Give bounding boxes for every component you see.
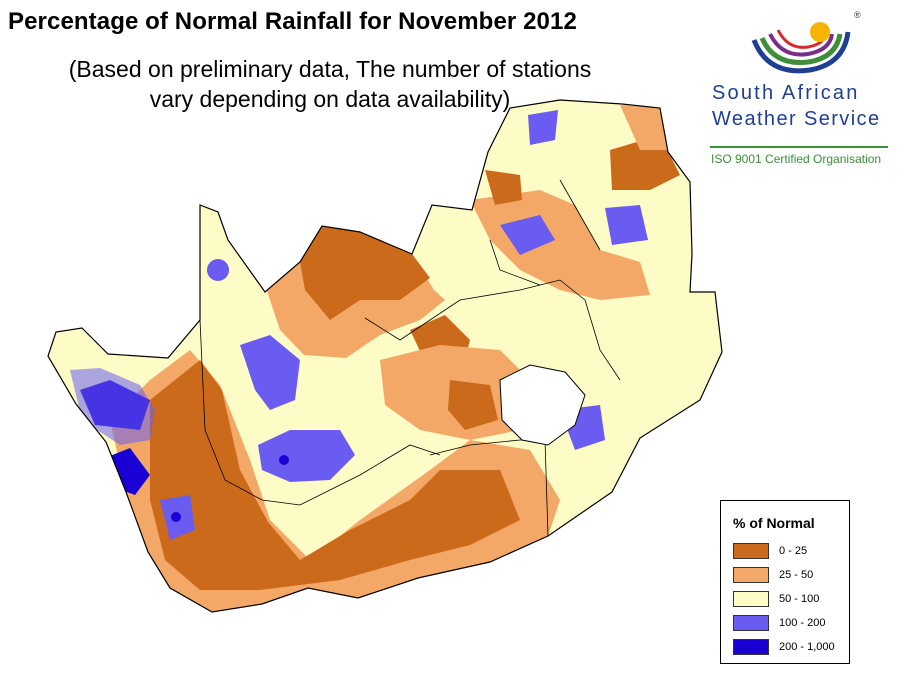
zone-0-25-limpopo-west	[485, 170, 522, 205]
legend-swatch	[733, 591, 769, 607]
saws-logo: ® South African Weather Service ISO 9001…	[708, 10, 890, 170]
zone-100-200-northern-cape	[240, 335, 300, 410]
zone-0-25-north-west	[300, 226, 430, 320]
legend-item-25-50: 25 - 50	[733, 567, 813, 583]
legend-item-200-1000: 200 - 1,000	[733, 639, 835, 655]
zone-100-200-north	[528, 110, 558, 145]
legend: % of Normal 0 - 25 25 - 50 50 - 100 100 …	[720, 500, 850, 664]
logo-tagline: ISO 9001 Certified Organisation	[711, 152, 882, 166]
map-title: Percentage of Normal Rainfall for Novemb…	[8, 8, 577, 35]
rainfall-zones	[48, 100, 722, 612]
subtitle-line-1: (Based on preliminary data, The number o…	[68, 56, 592, 82]
zone-100-200-mpumalanga	[605, 205, 648, 245]
zone-100-200-karoo	[258, 430, 355, 482]
logo-divider	[710, 146, 888, 148]
logo-name-line-1: South African	[712, 82, 860, 104]
zone-200-1000-spot-west	[171, 512, 181, 522]
legend-swatch	[733, 567, 769, 583]
registered-mark: ®	[854, 10, 861, 20]
legend-label: 200 - 1,000	[779, 641, 835, 653]
legend-item-100-200: 100 - 200	[733, 615, 825, 631]
legend-item-0-25: 0 - 25	[733, 543, 807, 559]
legend-swatch	[733, 639, 769, 655]
logo-swoosh-icon	[751, 22, 851, 74]
country-outline	[47, 99, 723, 613]
zone-100-200-small	[207, 259, 229, 281]
zone-200-1000-spot	[279, 455, 289, 465]
map-subtitle: (Based on preliminary data, The number o…	[10, 54, 650, 114]
legend-swatch	[733, 615, 769, 631]
legend-swatch	[733, 543, 769, 559]
legend-item-50-100: 50 - 100	[733, 591, 819, 607]
subtitle-line-2: vary depending on data availability)	[149, 86, 511, 112]
legend-label: 0 - 25	[779, 545, 808, 557]
legend-title: % of Normal	[733, 515, 815, 531]
lesotho-no-data	[499, 364, 586, 446]
legend-label: 50 - 100	[779, 593, 820, 605]
zone-25-50-north-east	[470, 190, 650, 300]
zone-100-200-gauteng	[500, 215, 555, 255]
legend-label: 100 - 200	[779, 617, 826, 629]
legend-label: 25 - 50	[779, 569, 814, 581]
zone-0-25-free-state	[448, 380, 498, 430]
logo-name-line-2: Weather Service	[712, 108, 881, 130]
zone-0-25-south	[150, 360, 520, 590]
zone-25-50-far-north	[620, 105, 668, 150]
